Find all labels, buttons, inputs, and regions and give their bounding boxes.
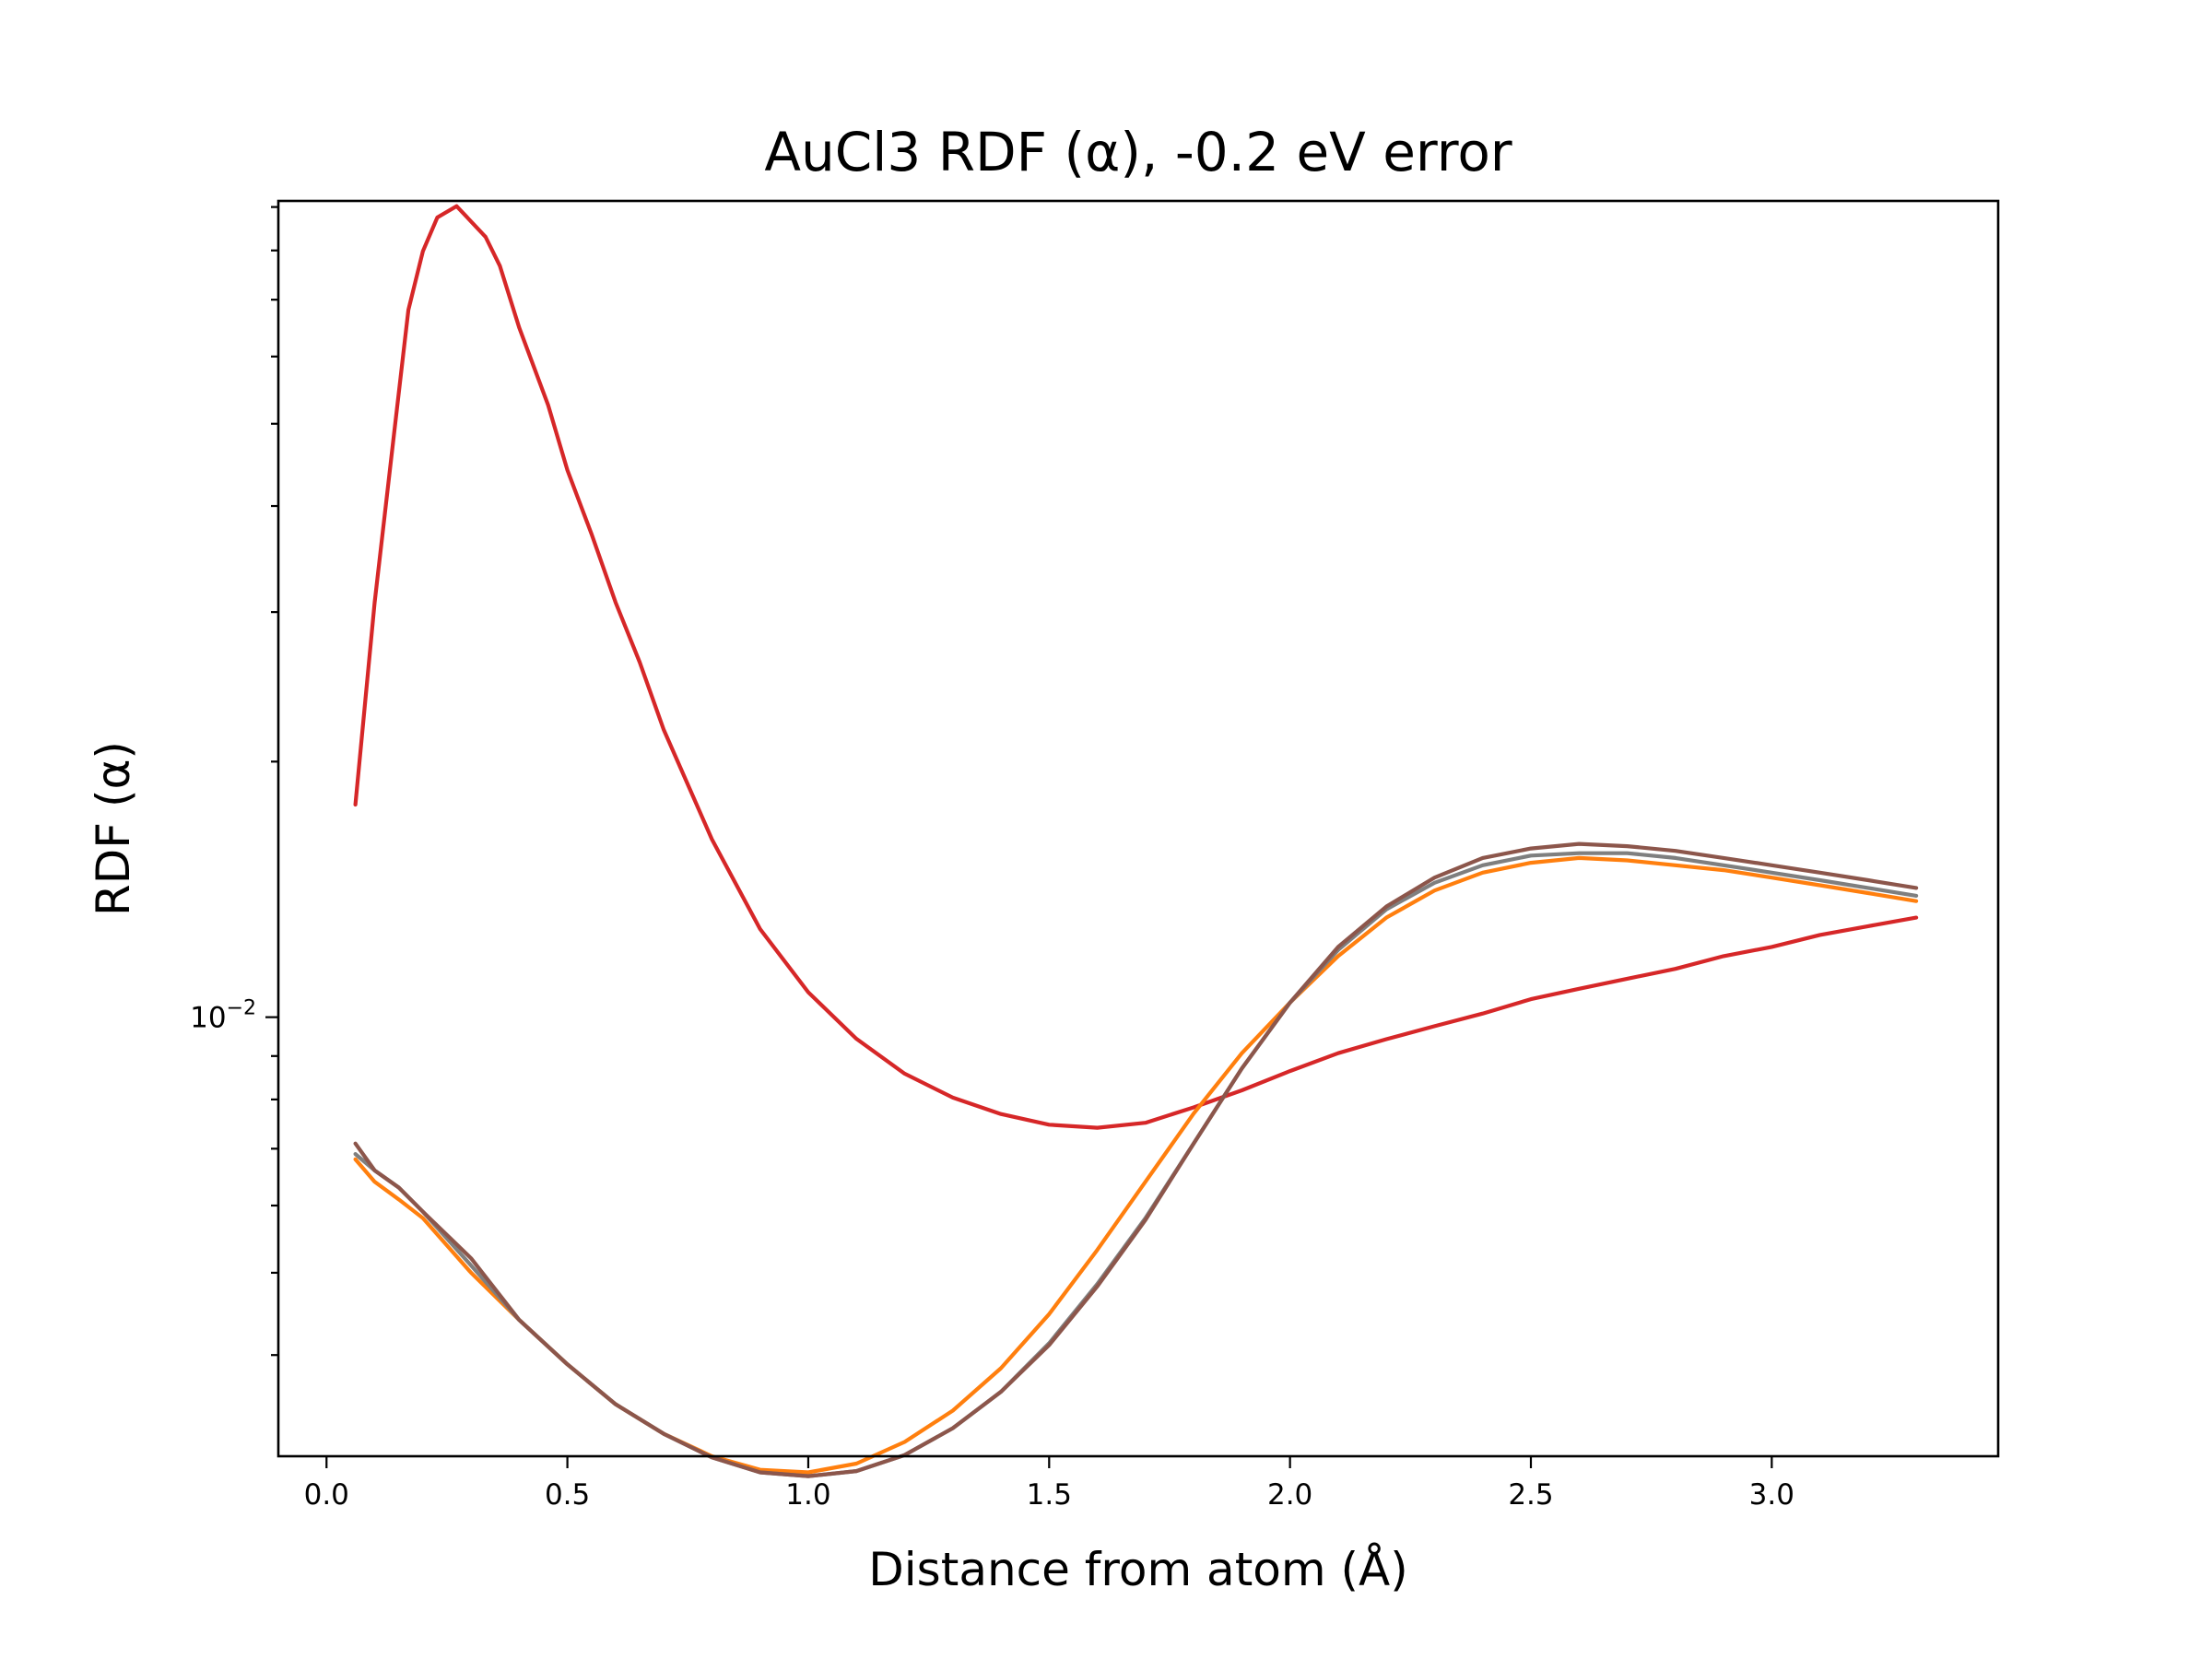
x-tick-label: 0.0 [304,1478,349,1512]
x-tick-label: 2.5 [1508,1478,1553,1512]
x-tick-label: 3.0 [1749,1478,1794,1512]
y-axis-label: RDF (α) [87,741,140,916]
x-axis-label: Distance from atom (Å) [868,1543,1407,1596]
series-layer [353,204,1919,1478]
x-tick-label: 0.5 [545,1478,590,1512]
x-axis-ticks: 0.0 0.5 1.0 1.5 2.0 2.5 3.0 [304,1456,1794,1512]
x-tick-label: 1.0 [785,1478,830,1512]
y-tick-label: 10−2 [190,997,256,1035]
plot-frame [276,199,2000,1458]
series-line-4 [353,841,1919,1478]
x-tick-label: 1.5 [1027,1478,1072,1512]
series-line-1 [353,204,1919,1130]
x-tick-label: 2.0 [1267,1478,1312,1512]
y-axis-ticks: 10−2 [190,206,278,1357]
chart-title: AuCl3 RDF (α), -0.2 eV error [764,121,1512,183]
